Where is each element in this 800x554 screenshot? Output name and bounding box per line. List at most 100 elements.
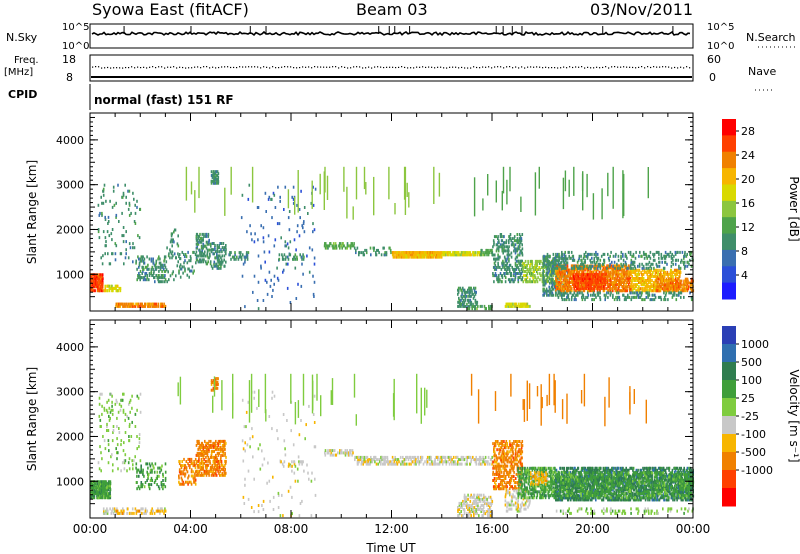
range-cell: [516, 239, 518, 243]
range-cell: [474, 251, 477, 255]
range-cell: [573, 270, 576, 274]
range-cell: [581, 275, 584, 279]
range-cell: [684, 283, 687, 287]
range-cell: [137, 509, 139, 513]
range-cell: [188, 267, 190, 271]
range-cell: [122, 226, 125, 229]
range-cell: [154, 302, 156, 306]
range-cell: [467, 294, 469, 298]
range-cell: [577, 258, 580, 262]
range-cell: [501, 280, 503, 284]
range-cell: [178, 271, 180, 275]
range-cell: [437, 251, 440, 255]
range-cell: [443, 253, 445, 257]
range-cell: [589, 268, 591, 272]
range-cell: [652, 262, 654, 266]
range-cell: [652, 285, 654, 289]
range-cell: [676, 272, 679, 276]
range-cell: [540, 259, 542, 263]
range-cell: [675, 289, 678, 293]
range-cell: [566, 257, 569, 261]
range-cell: [518, 261, 520, 265]
range-cell: [641, 281, 643, 284]
range-cell: [508, 263, 511, 267]
range-cell: [591, 293, 594, 297]
range-cell: [679, 272, 681, 276]
range-cell: [542, 269, 544, 273]
range-cell: [625, 283, 627, 286]
range-cell: [161, 269, 163, 273]
range-cell: [195, 238, 198, 242]
range-cell: [472, 251, 475, 255]
range-cell: [137, 234, 139, 238]
range-cell: [649, 279, 652, 282]
range-cell: [129, 304, 132, 308]
range-cell: [561, 280, 563, 284]
range-cell: [138, 437, 141, 441]
range-cell: [94, 289, 96, 293]
range-cell: [626, 268, 628, 272]
range-cell: [196, 244, 199, 248]
range-cell: [677, 250, 679, 254]
range-cell: [353, 244, 355, 248]
range-cell: [641, 283, 644, 287]
range-cell: [666, 270, 669, 274]
range-cell: [167, 254, 170, 258]
range-cell: [671, 279, 673, 283]
range-cell: [117, 302, 119, 306]
range-cell: [453, 253, 456, 257]
range-cell: [94, 273, 97, 277]
range-cell: [162, 265, 164, 269]
range-cell: [139, 392, 142, 396]
range-cell: [552, 287, 555, 291]
range-cell: [132, 463, 134, 467]
range-cell: [132, 467, 134, 471]
range-cell: [107, 509, 109, 513]
range-cell: [467, 304, 470, 308]
range-cell: [494, 259, 497, 263]
range-cell: [594, 293, 597, 297]
range-cell: [636, 291, 638, 295]
range-cell: [595, 264, 597, 268]
range-cell: [545, 287, 548, 291]
range-cell: [97, 228, 100, 231]
range-cell: [657, 289, 659, 293]
range-cell: [513, 274, 515, 278]
range-cell: [92, 277, 95, 281]
range-cell: [683, 285, 685, 289]
range-cell: [576, 273, 579, 277]
range-cell: [121, 302, 123, 306]
freq-dot: [254, 66, 256, 68]
range-cell: [563, 261, 565, 265]
range-cell: [471, 290, 473, 294]
range-cell: [111, 439, 114, 443]
range-cell: [518, 239, 520, 243]
range-cell: [101, 285, 104, 289]
range-cell: [688, 285, 690, 289]
range-cell: [90, 287, 93, 291]
freq-dot: [242, 66, 244, 68]
range-cell: [122, 410, 125, 414]
range-cell: [588, 275, 590, 279]
range-cell: [594, 264, 596, 268]
range-cell: [423, 255, 425, 259]
range-cell: [583, 264, 586, 268]
range-cell: [111, 289, 113, 293]
range-cell: [101, 273, 104, 277]
range-cell: [543, 254, 545, 258]
range-cell: [645, 279, 648, 282]
range-cell: [216, 258, 219, 262]
range-cell: [117, 183, 119, 187]
range-cell: [493, 243, 495, 247]
range-cell: [106, 496, 108, 500]
range-cell: [476, 302, 478, 306]
range-cell: [570, 250, 573, 254]
range-cell: [523, 261, 525, 265]
range-cell: [566, 291, 568, 295]
range-cell: [461, 290, 463, 294]
range-cell: [97, 273, 99, 277]
range-cell: [586, 279, 589, 283]
freq-dot: [182, 66, 184, 69]
streak-mark: [394, 203, 396, 215]
range-cell: [560, 291, 563, 295]
